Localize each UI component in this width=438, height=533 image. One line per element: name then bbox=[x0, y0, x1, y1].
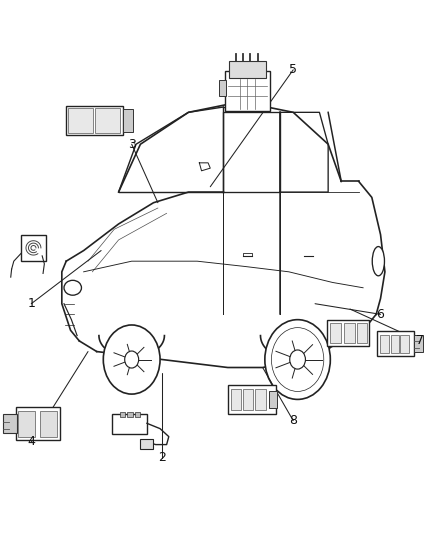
FancyBboxPatch shape bbox=[414, 335, 423, 352]
Text: 6: 6 bbox=[377, 308, 385, 321]
Bar bbox=[127, 411, 133, 417]
Circle shape bbox=[125, 351, 139, 368]
FancyBboxPatch shape bbox=[225, 71, 270, 111]
Bar bbox=[255, 389, 266, 410]
Bar bbox=[68, 108, 93, 133]
Ellipse shape bbox=[372, 247, 385, 276]
FancyBboxPatch shape bbox=[269, 391, 277, 408]
FancyBboxPatch shape bbox=[378, 331, 414, 357]
Circle shape bbox=[103, 325, 160, 394]
Bar bbox=[18, 411, 35, 437]
FancyBboxPatch shape bbox=[123, 109, 133, 132]
Text: 4: 4 bbox=[27, 435, 35, 448]
FancyBboxPatch shape bbox=[16, 407, 60, 440]
FancyBboxPatch shape bbox=[229, 61, 266, 78]
Circle shape bbox=[290, 350, 305, 369]
Bar bbox=[95, 108, 120, 133]
FancyBboxPatch shape bbox=[112, 414, 147, 434]
FancyBboxPatch shape bbox=[219, 80, 226, 96]
Text: 7: 7 bbox=[416, 334, 424, 348]
Text: 8: 8 bbox=[289, 414, 297, 427]
Text: 5: 5 bbox=[289, 63, 297, 76]
Bar bbox=[120, 411, 125, 417]
Bar bbox=[231, 389, 241, 410]
Bar bbox=[380, 335, 389, 353]
FancyBboxPatch shape bbox=[66, 106, 123, 135]
Bar bbox=[243, 389, 254, 410]
Text: 2: 2 bbox=[158, 451, 166, 464]
Bar bbox=[135, 411, 140, 417]
Circle shape bbox=[265, 320, 330, 399]
Bar bbox=[40, 411, 57, 437]
Bar bbox=[400, 335, 409, 353]
FancyBboxPatch shape bbox=[3, 414, 17, 433]
FancyBboxPatch shape bbox=[21, 235, 46, 261]
Bar bbox=[357, 324, 367, 343]
Text: 3: 3 bbox=[128, 138, 136, 151]
Bar bbox=[330, 324, 341, 343]
FancyBboxPatch shape bbox=[141, 439, 152, 449]
Bar bbox=[344, 324, 355, 343]
Text: 1: 1 bbox=[27, 297, 35, 310]
FancyBboxPatch shape bbox=[228, 384, 276, 414]
FancyBboxPatch shape bbox=[327, 320, 369, 346]
Ellipse shape bbox=[64, 280, 81, 295]
Bar bbox=[391, 335, 399, 353]
